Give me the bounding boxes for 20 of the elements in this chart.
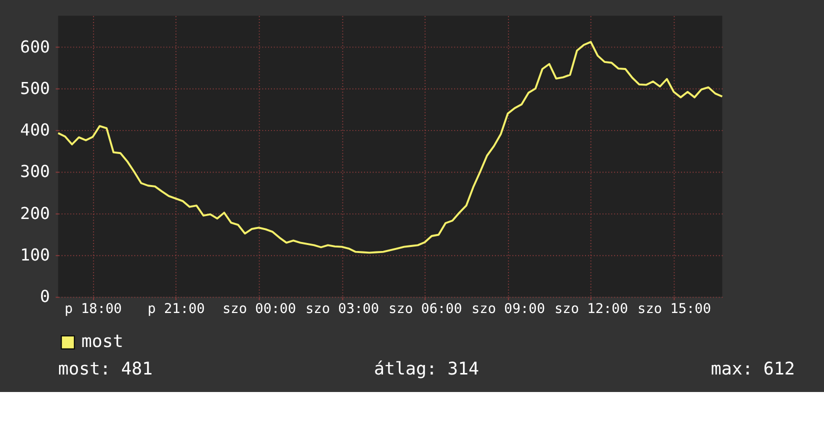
y-tick-label: 500 bbox=[20, 78, 50, 98]
x-tick-label: szo 06:00 bbox=[388, 300, 462, 317]
y-tick-label: 300 bbox=[20, 162, 50, 182]
line-series bbox=[57, 40, 724, 254]
y-tick-label: 400 bbox=[20, 120, 50, 140]
y-tick-label: 100 bbox=[20, 246, 50, 264]
text: max: 612 bbox=[710, 359, 795, 380]
x-tick-label: p 21:00 bbox=[148, 300, 205, 317]
text: átlag: 314 bbox=[374, 359, 480, 380]
text: most: 481 bbox=[58, 359, 153, 380]
x-tick-label: p 18:00 bbox=[64, 300, 122, 317]
x-tick-label: szo 03:00 bbox=[306, 300, 380, 317]
y-tick-label: 0 bbox=[40, 287, 50, 306]
x-tick-label: szo 12:00 bbox=[554, 300, 628, 317]
x-tick-label: szo 00:00 bbox=[222, 300, 296, 317]
x-tick-label: szo 09:00 bbox=[472, 300, 546, 317]
legend-label: most bbox=[81, 332, 124, 352]
y-tick-label: 600 bbox=[20, 37, 50, 56]
y-tick-label: 200 bbox=[20, 204, 50, 223]
x-tick-label: szo 15:00 bbox=[638, 300, 712, 317]
